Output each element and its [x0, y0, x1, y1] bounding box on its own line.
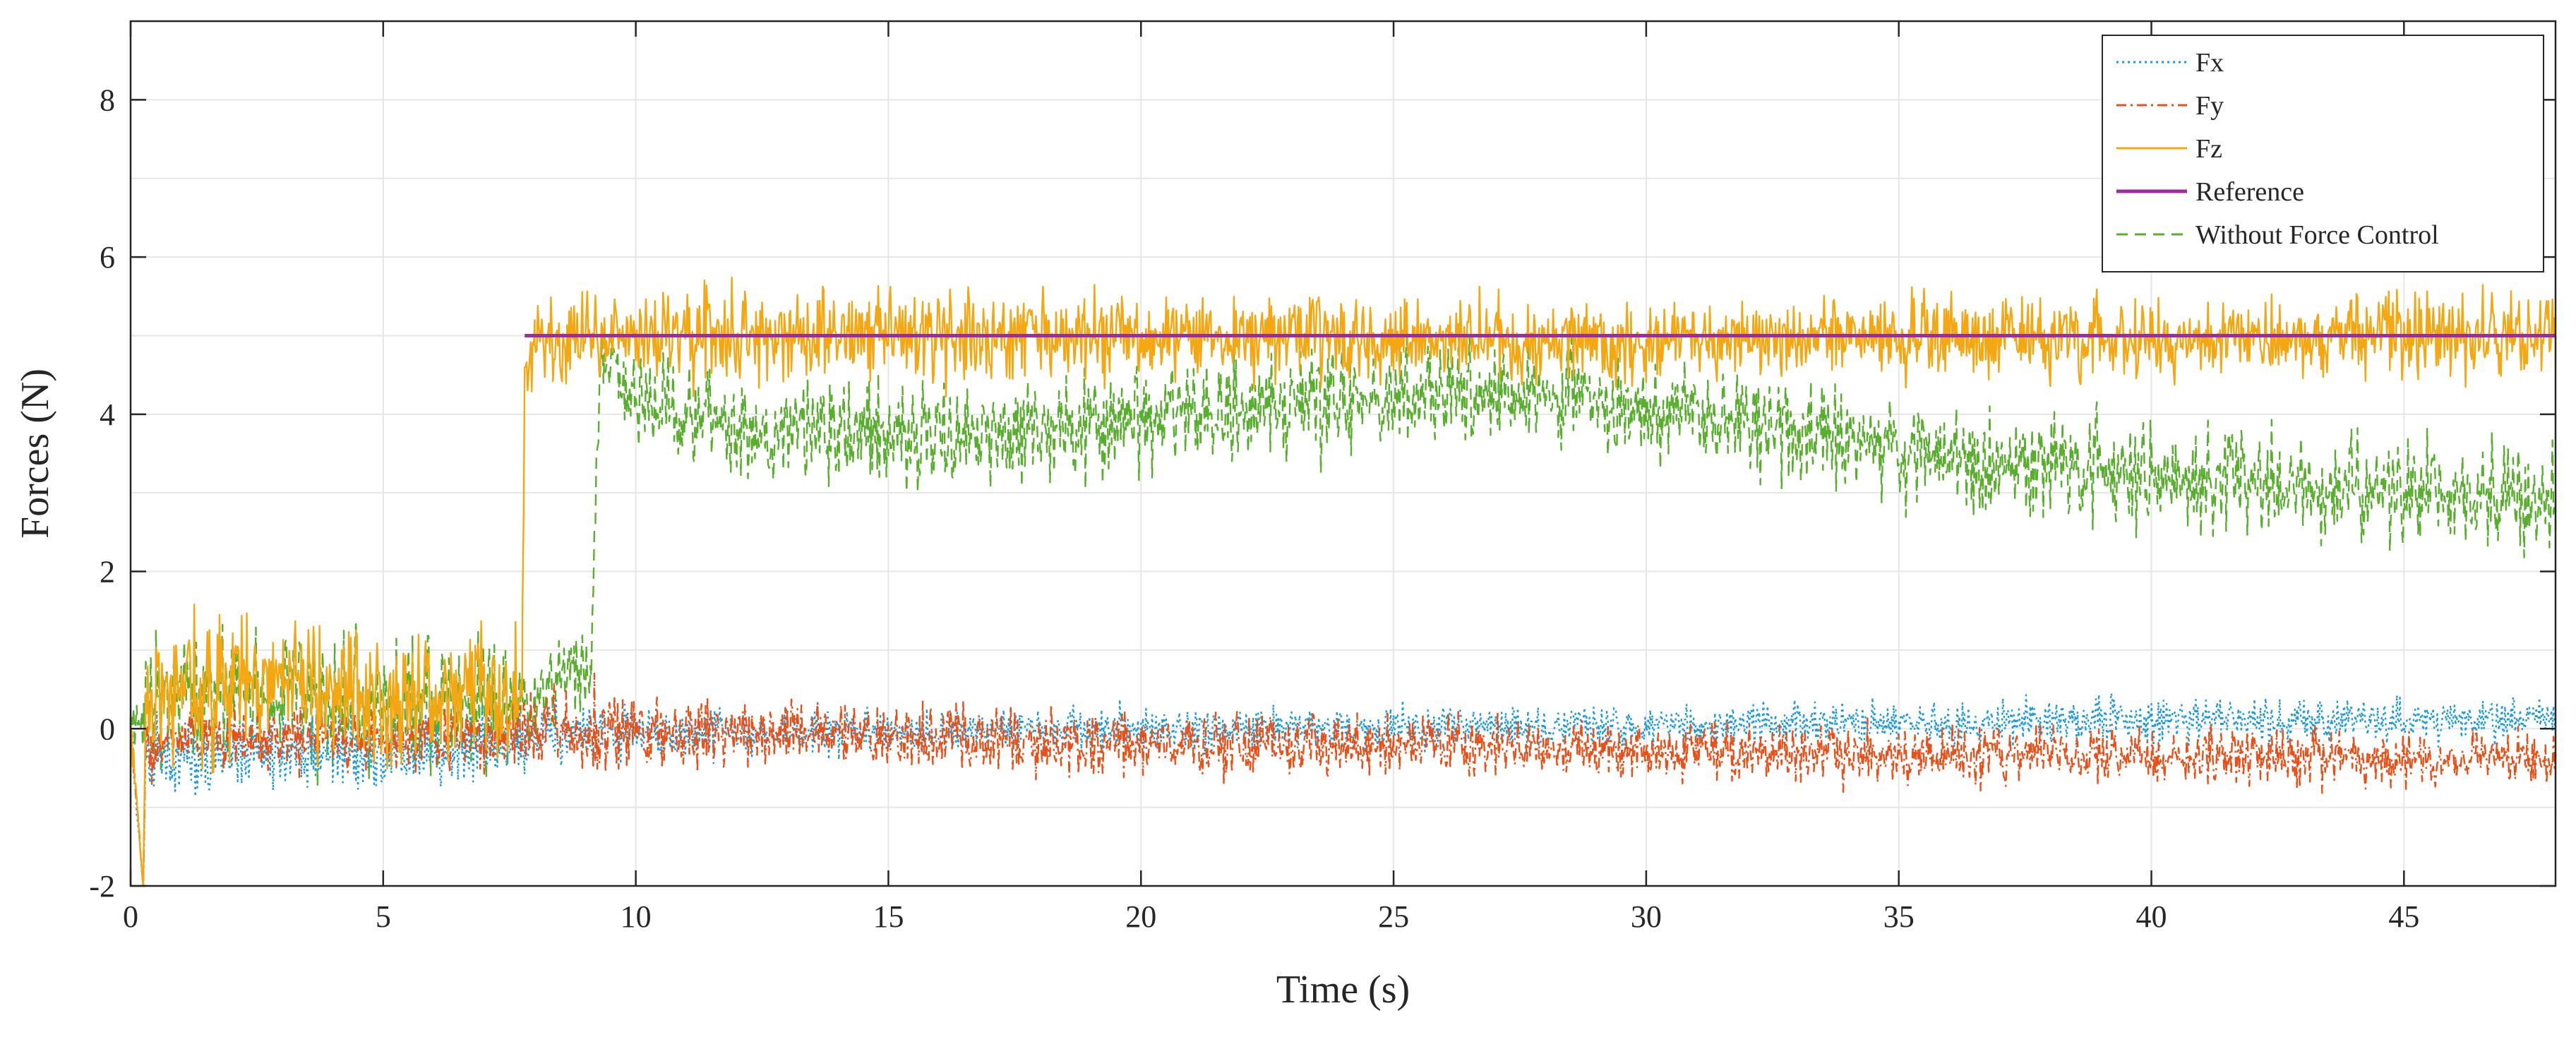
x-tick-label: 15 — [873, 899, 904, 934]
x-tick-label: 35 — [1883, 899, 1915, 934]
legend-box — [2102, 35, 2544, 272]
legend-label-fx: Fx — [2195, 48, 2224, 78]
x-tick-label: 10 — [621, 899, 652, 934]
x-tick-label: 5 — [376, 899, 391, 934]
y-tick-label: 8 — [100, 83, 115, 117]
x-tick-label: 0 — [123, 899, 138, 934]
series-line-fz — [129, 276, 2557, 887]
y-tick-label: -2 — [89, 869, 115, 904]
series-line-fy — [129, 672, 2557, 887]
x-axis-label: Time (s) — [1276, 968, 1410, 1012]
y-tick-label: 0 — [100, 712, 115, 746]
y-tick-label: 6 — [100, 240, 115, 275]
x-tick-label: 25 — [1378, 899, 1409, 934]
y-tick-label: 2 — [100, 555, 115, 589]
grid — [130, 20, 2556, 887]
x-tick-label: 20 — [1125, 899, 1156, 934]
legend: Fx Fy Fz Reference Without Force Control — [2102, 35, 2544, 272]
plot-frame — [129, 20, 2557, 887]
legend-label-reference: Reference — [2195, 177, 2304, 207]
legend-label-fy: Fy — [2195, 91, 2224, 121]
y-axis-label: Forces (N) — [13, 368, 57, 539]
legend-label-fz: Fz — [2195, 134, 2222, 164]
y-tick-label: 4 — [100, 397, 115, 432]
x-tick-label: 40 — [2136, 899, 2167, 934]
x-tick-label: 30 — [1631, 899, 1662, 934]
legend-label-without-force-control: Without Force Control — [2195, 220, 2439, 250]
x-tick-label: 45 — [2388, 899, 2419, 934]
series-layer — [129, 276, 2557, 887]
